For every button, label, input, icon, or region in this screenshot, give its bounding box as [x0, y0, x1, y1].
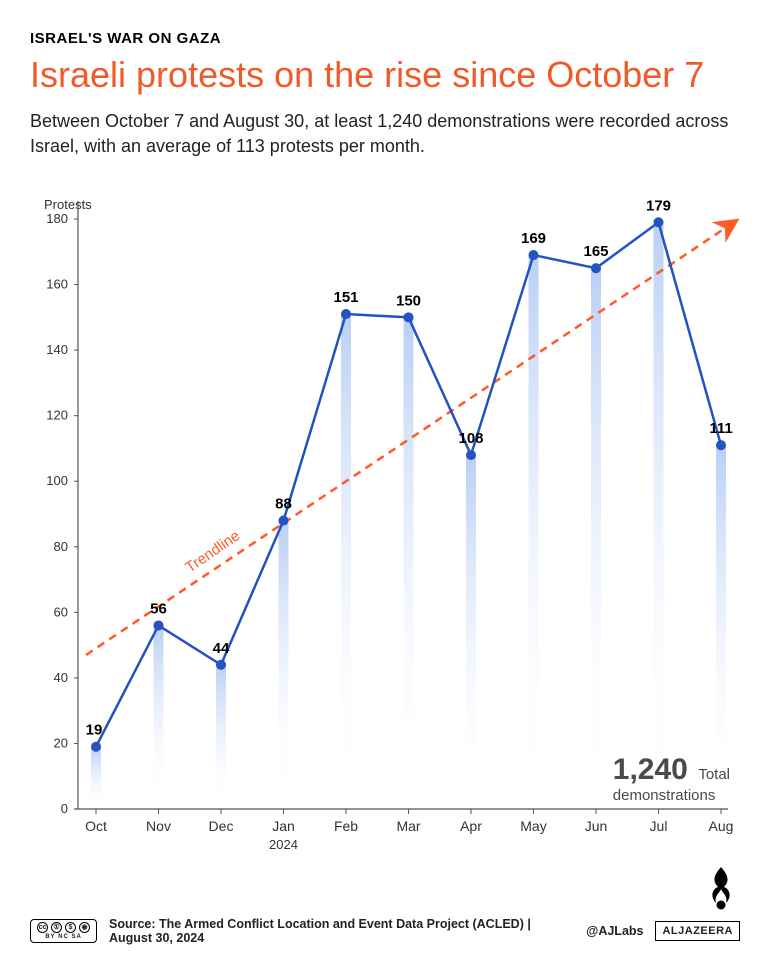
x-tick-label: Jan: [272, 818, 295, 834]
bar: [404, 317, 414, 809]
y-tick-label: 120: [46, 408, 68, 423]
trendline-label: Trendline: [182, 527, 243, 576]
chart-container: Protests 0 20 40 60 80 100 120 140 160 180 Trendlin…: [30, 189, 740, 869]
bar: [216, 665, 226, 809]
data-point: [716, 440, 726, 450]
bar: [654, 222, 664, 809]
data-point: [216, 660, 226, 670]
data-point: [279, 516, 289, 526]
x-tick-label: Feb: [334, 818, 358, 834]
data-point: [154, 620, 164, 630]
x-tick-label: Dec: [209, 818, 234, 834]
x-tick-label: Aug: [709, 818, 734, 834]
data-point: [529, 250, 539, 260]
bar: [341, 314, 351, 809]
y-tick-label: 60: [54, 604, 68, 619]
value-label: 88: [275, 496, 292, 513]
x-tick-label: Nov: [146, 818, 171, 834]
x-tick-label: Oct: [85, 818, 107, 834]
value-label: 19: [86, 722, 103, 739]
bar: [529, 255, 539, 809]
y-tick-label: 40: [54, 670, 68, 685]
value-label: 150: [396, 292, 421, 309]
data-point: [404, 312, 414, 322]
bar: [154, 625, 164, 809]
footer: cc ① $ ◉ BY NC SA Source: The Armed Conf…: [30, 917, 740, 945]
subtitle: Between October 7 and August 30, at leas…: [30, 109, 730, 159]
data-point: [591, 263, 601, 273]
aljazeera-logo-icon: [704, 865, 738, 911]
handle: @AJLabs: [586, 924, 643, 938]
value-label: 151: [333, 289, 358, 306]
y-tick-label: 140: [46, 342, 68, 357]
value-label: 111: [709, 420, 732, 437]
y-tick-label: 20: [54, 735, 68, 750]
bar: [591, 268, 601, 809]
data-point: [466, 450, 476, 460]
x-tick-label: May: [520, 818, 546, 834]
y-tick-label: 100: [46, 473, 68, 488]
page-title: Israeli protests on the rise since Octob…: [30, 55, 740, 95]
value-label: 165: [583, 243, 608, 260]
data-point: [341, 309, 351, 319]
source-text: Source: The Armed Conflict Location and …: [109, 917, 574, 945]
x-tick-label: Jun: [585, 818, 608, 834]
x-tick-sublabel: 2024: [269, 837, 298, 852]
value-label: 169: [521, 230, 546, 247]
bar: [279, 521, 289, 809]
value-label: 56: [150, 600, 167, 617]
total-number: 1,240: [613, 753, 688, 786]
x-tick-label: Jul: [650, 818, 668, 834]
total-callout: 1,240 Totaldemonstrations: [613, 753, 730, 805]
bar: [466, 455, 476, 809]
kicker: ISRAEL'S WAR ON GAZA: [30, 30, 740, 47]
x-tick-label: Apr: [460, 818, 482, 834]
value-label: 108: [458, 430, 483, 447]
data-point: [91, 742, 101, 752]
cc-license-icon: cc ① $ ◉ BY NC SA: [30, 919, 97, 943]
aljazeera-wordmark: ALJAZEERA: [655, 921, 740, 941]
bar: [91, 747, 101, 809]
x-tick-label: Mar: [396, 818, 420, 834]
y-tick-label: 180: [46, 211, 68, 226]
data-point: [654, 217, 664, 227]
y-tick-label: 0: [61, 801, 68, 816]
value-label: 44: [213, 640, 230, 657]
y-tick-label: 160: [46, 277, 68, 292]
value-label: 179: [646, 197, 671, 214]
y-tick-label: 80: [54, 539, 68, 554]
y-axis-title: Protests: [44, 197, 92, 212]
